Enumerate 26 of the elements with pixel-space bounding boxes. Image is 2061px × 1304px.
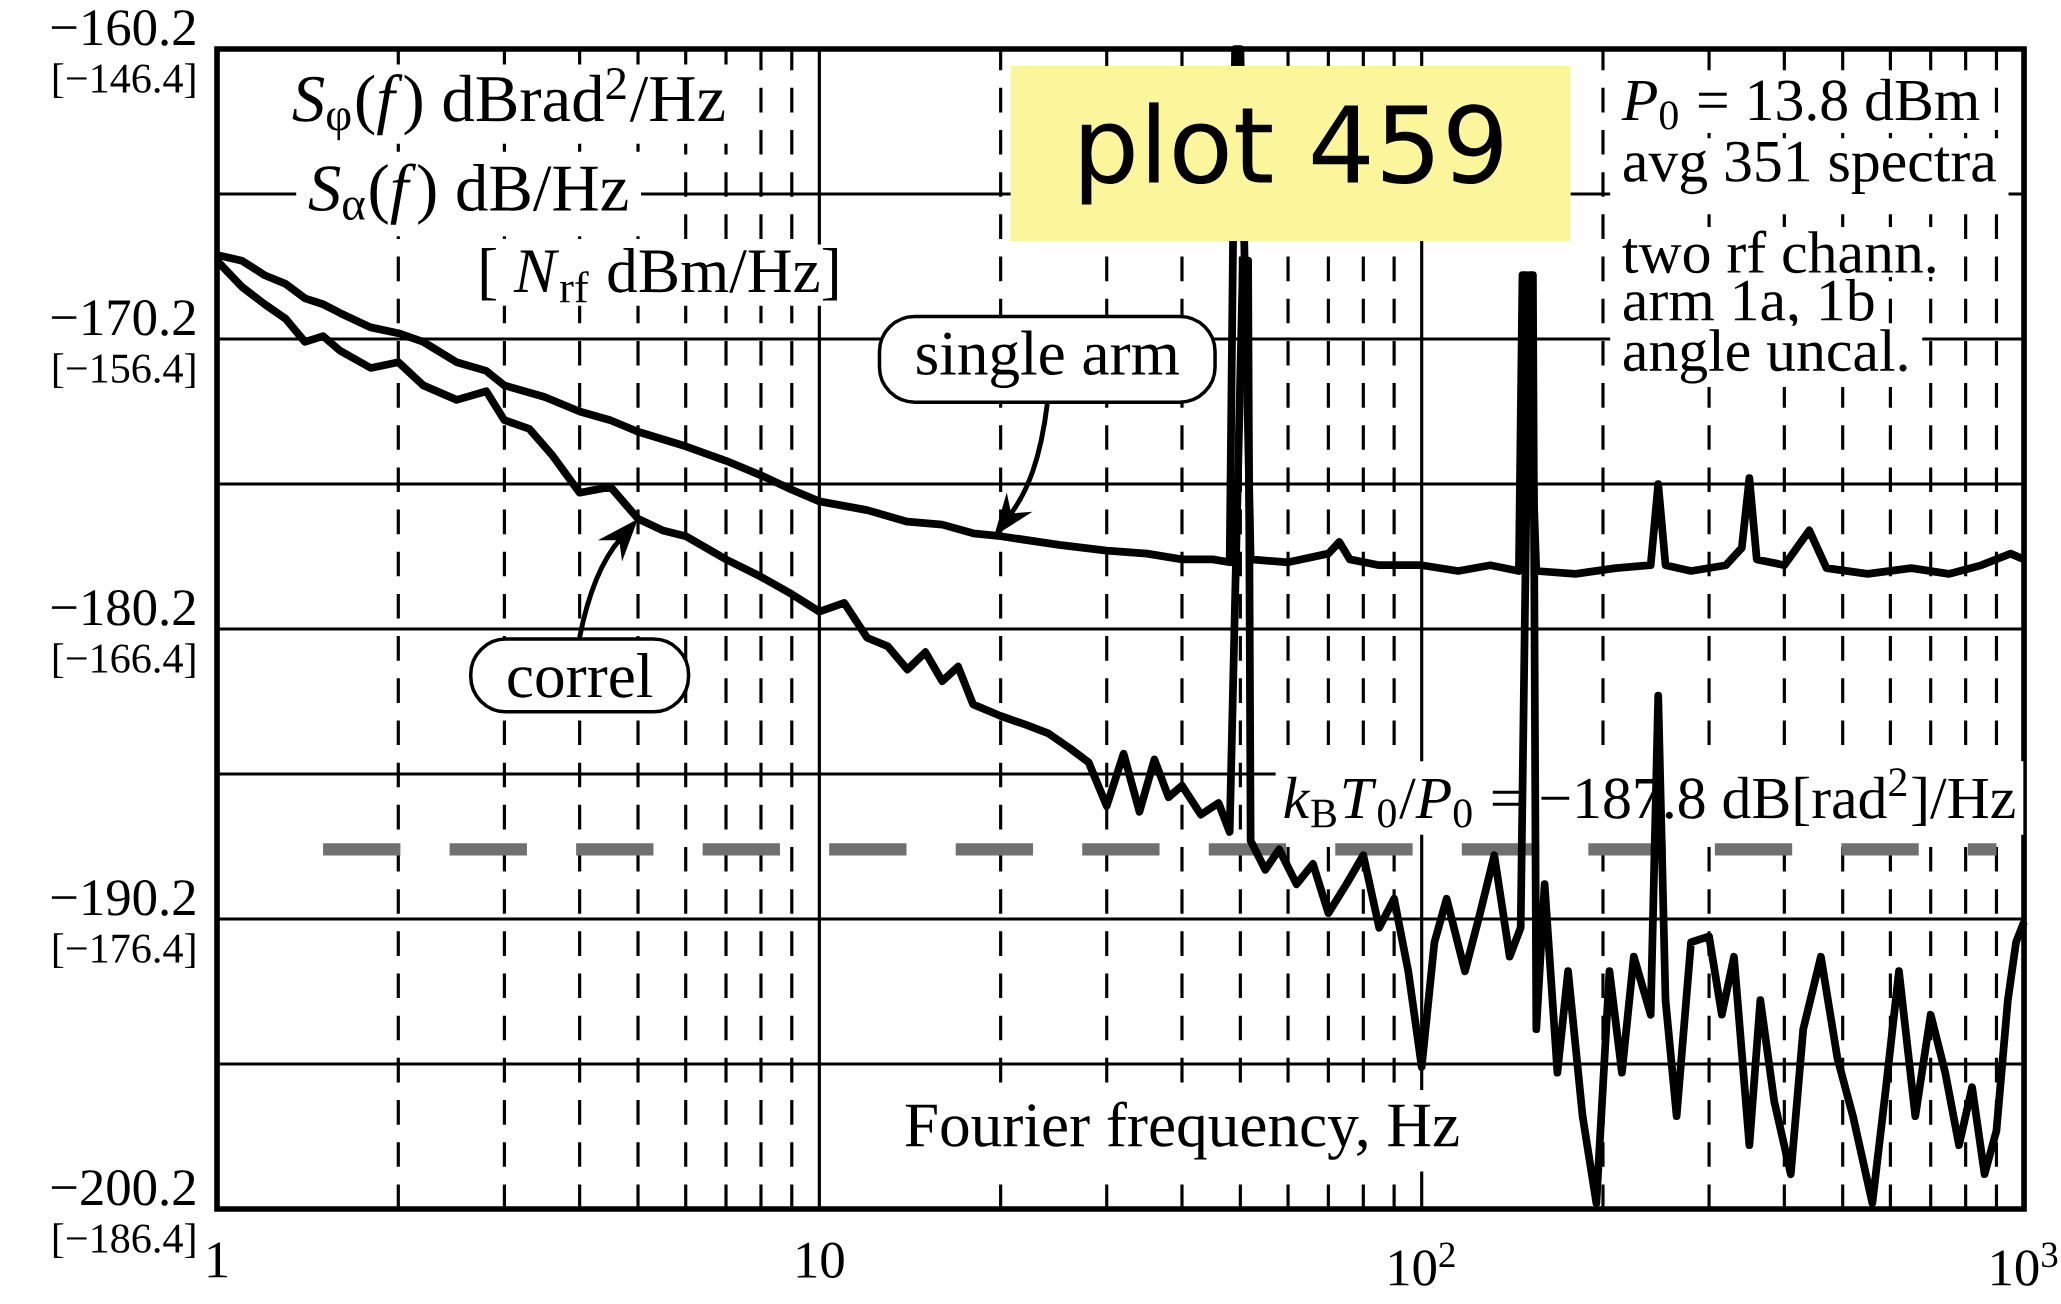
y-tick-label: −160.2 [51,10,195,46]
y-tick-label: −180.2 [51,590,195,626]
x-tick-label: 10 [797,1242,844,1279]
annotation: plot 459 [1081,102,1502,205]
x-tick-label: 1 [208,1242,228,1278]
annotation: correl [508,653,653,698]
annotation: two rf chann. [1622,230,1935,274]
y2-tick-label: [−146.4] [53,63,195,99]
x-axis-title: Fourier frequency, Hz [905,1101,1459,1160]
y2-tick-label: [−186.4] [53,1223,195,1259]
annotation: avg 351 spectra [1623,141,1996,195]
annotation: arm 1a, 1b [1623,278,1874,330]
annotation: S$_{φ}$(f) dBrad$^{2}$/Hz [292,68,725,141]
annotation: P$_{0}$ = 13.8 dBm [1621,78,1980,130]
y-tick-label: −190.2 [51,880,195,916]
annotation: S$_{α}$(f) dB/Hz [308,163,628,225]
y2-tick-label: [−176.4] [53,933,195,969]
y-tick-label: −200.2 [51,1170,195,1206]
y-tick-label: −170.2 [51,300,195,336]
annotation: angle uncal. [1623,329,1907,384]
y2-tick-label: [−166.4] [53,643,195,679]
annotation: single arm [917,330,1179,389]
x-tick-label: 10$^{2}$ [1389,1242,1455,1286]
y2-tick-label: [−156.4] [53,353,195,389]
annotation: [ N$_{rf}$ dBm/Hz] [481,248,837,303]
x-tick-label: 10$^{3}$ [1992,1242,2058,1286]
